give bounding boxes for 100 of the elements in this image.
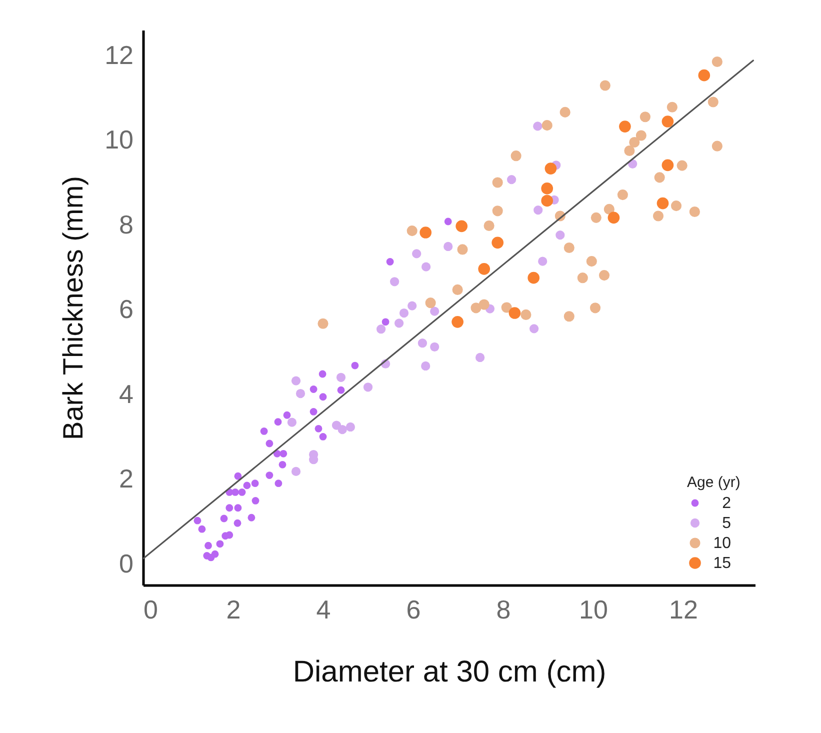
point bbox=[560, 106, 570, 118]
point bbox=[529, 324, 539, 334]
point bbox=[656, 197, 669, 210]
point bbox=[452, 284, 463, 295]
point bbox=[386, 258, 394, 266]
point bbox=[640, 112, 650, 122]
point bbox=[274, 480, 282, 488]
point bbox=[478, 299, 490, 310]
point bbox=[243, 482, 251, 490]
point bbox=[712, 56, 722, 68]
point bbox=[541, 194, 554, 207]
point bbox=[234, 504, 242, 512]
point bbox=[232, 488, 239, 496]
legend-label: 15 bbox=[713, 555, 732, 572]
x-tick-label: 4 bbox=[316, 594, 331, 624]
point bbox=[492, 206, 503, 216]
x-tick-label: 10 bbox=[579, 594, 608, 624]
x-tick-label: 12 bbox=[669, 594, 698, 624]
point bbox=[226, 504, 234, 512]
point bbox=[346, 422, 356, 432]
point bbox=[556, 230, 565, 240]
point bbox=[534, 206, 543, 215]
point bbox=[712, 140, 722, 152]
point bbox=[698, 69, 710, 82]
point bbox=[670, 200, 682, 212]
point bbox=[278, 460, 286, 468]
point bbox=[564, 311, 574, 322]
point bbox=[617, 190, 628, 200]
point bbox=[510, 150, 522, 162]
point bbox=[382, 318, 390, 326]
point bbox=[280, 450, 288, 458]
point bbox=[406, 226, 418, 236]
point bbox=[689, 206, 700, 218]
legend-label: 5 bbox=[722, 515, 732, 532]
y-tick-label: 8 bbox=[119, 209, 134, 240]
point bbox=[425, 298, 436, 308]
point bbox=[238, 488, 246, 496]
point bbox=[408, 301, 417, 310]
x-tick-label: 0 bbox=[144, 594, 158, 624]
point bbox=[318, 370, 326, 378]
point bbox=[564, 242, 574, 254]
point bbox=[194, 516, 202, 524]
point bbox=[390, 277, 400, 286]
point bbox=[600, 80, 610, 91]
point bbox=[394, 318, 404, 328]
point bbox=[520, 309, 532, 320]
point bbox=[624, 145, 635, 156]
point bbox=[287, 418, 297, 427]
point bbox=[456, 220, 468, 232]
x-tick-label: 8 bbox=[496, 594, 511, 624]
point bbox=[319, 433, 327, 440]
point bbox=[586, 256, 597, 267]
point bbox=[220, 514, 228, 522]
point bbox=[619, 120, 631, 132]
point bbox=[528, 272, 540, 284]
point bbox=[338, 424, 347, 434]
point bbox=[211, 550, 219, 558]
point bbox=[351, 362, 359, 370]
point bbox=[590, 302, 601, 314]
point bbox=[310, 408, 318, 416]
point bbox=[604, 204, 614, 214]
x-tick-label: 2 bbox=[226, 594, 241, 624]
point bbox=[457, 244, 468, 255]
point bbox=[260, 428, 268, 435]
point bbox=[252, 496, 260, 504]
point bbox=[283, 411, 291, 419]
legend-label: 10 bbox=[713, 535, 732, 552]
point bbox=[478, 263, 490, 275]
point bbox=[662, 159, 674, 172]
point bbox=[319, 393, 327, 401]
point bbox=[421, 262, 431, 272]
point bbox=[533, 122, 542, 131]
point bbox=[506, 175, 516, 184]
point bbox=[629, 136, 640, 148]
point bbox=[608, 212, 620, 224]
legend-title: Age (yr) bbox=[687, 474, 740, 491]
point bbox=[363, 382, 373, 392]
point bbox=[337, 386, 345, 394]
point bbox=[204, 542, 212, 550]
point bbox=[266, 440, 274, 448]
point bbox=[274, 418, 282, 426]
point bbox=[538, 256, 548, 266]
point bbox=[376, 324, 386, 334]
point bbox=[291, 466, 301, 476]
point bbox=[318, 318, 328, 329]
y-tick-label: 12 bbox=[104, 40, 134, 70]
y-tick-label: 0 bbox=[119, 548, 134, 578]
point bbox=[418, 338, 428, 348]
point bbox=[421, 361, 430, 371]
point bbox=[666, 102, 678, 112]
point bbox=[336, 372, 346, 382]
point bbox=[652, 210, 664, 222]
point bbox=[470, 302, 482, 314]
point bbox=[412, 249, 422, 258]
y-tick-label: 2 bbox=[119, 464, 134, 494]
point bbox=[251, 480, 259, 488]
point bbox=[452, 316, 464, 328]
point bbox=[248, 514, 256, 522]
point bbox=[636, 130, 646, 141]
point bbox=[399, 308, 409, 318]
